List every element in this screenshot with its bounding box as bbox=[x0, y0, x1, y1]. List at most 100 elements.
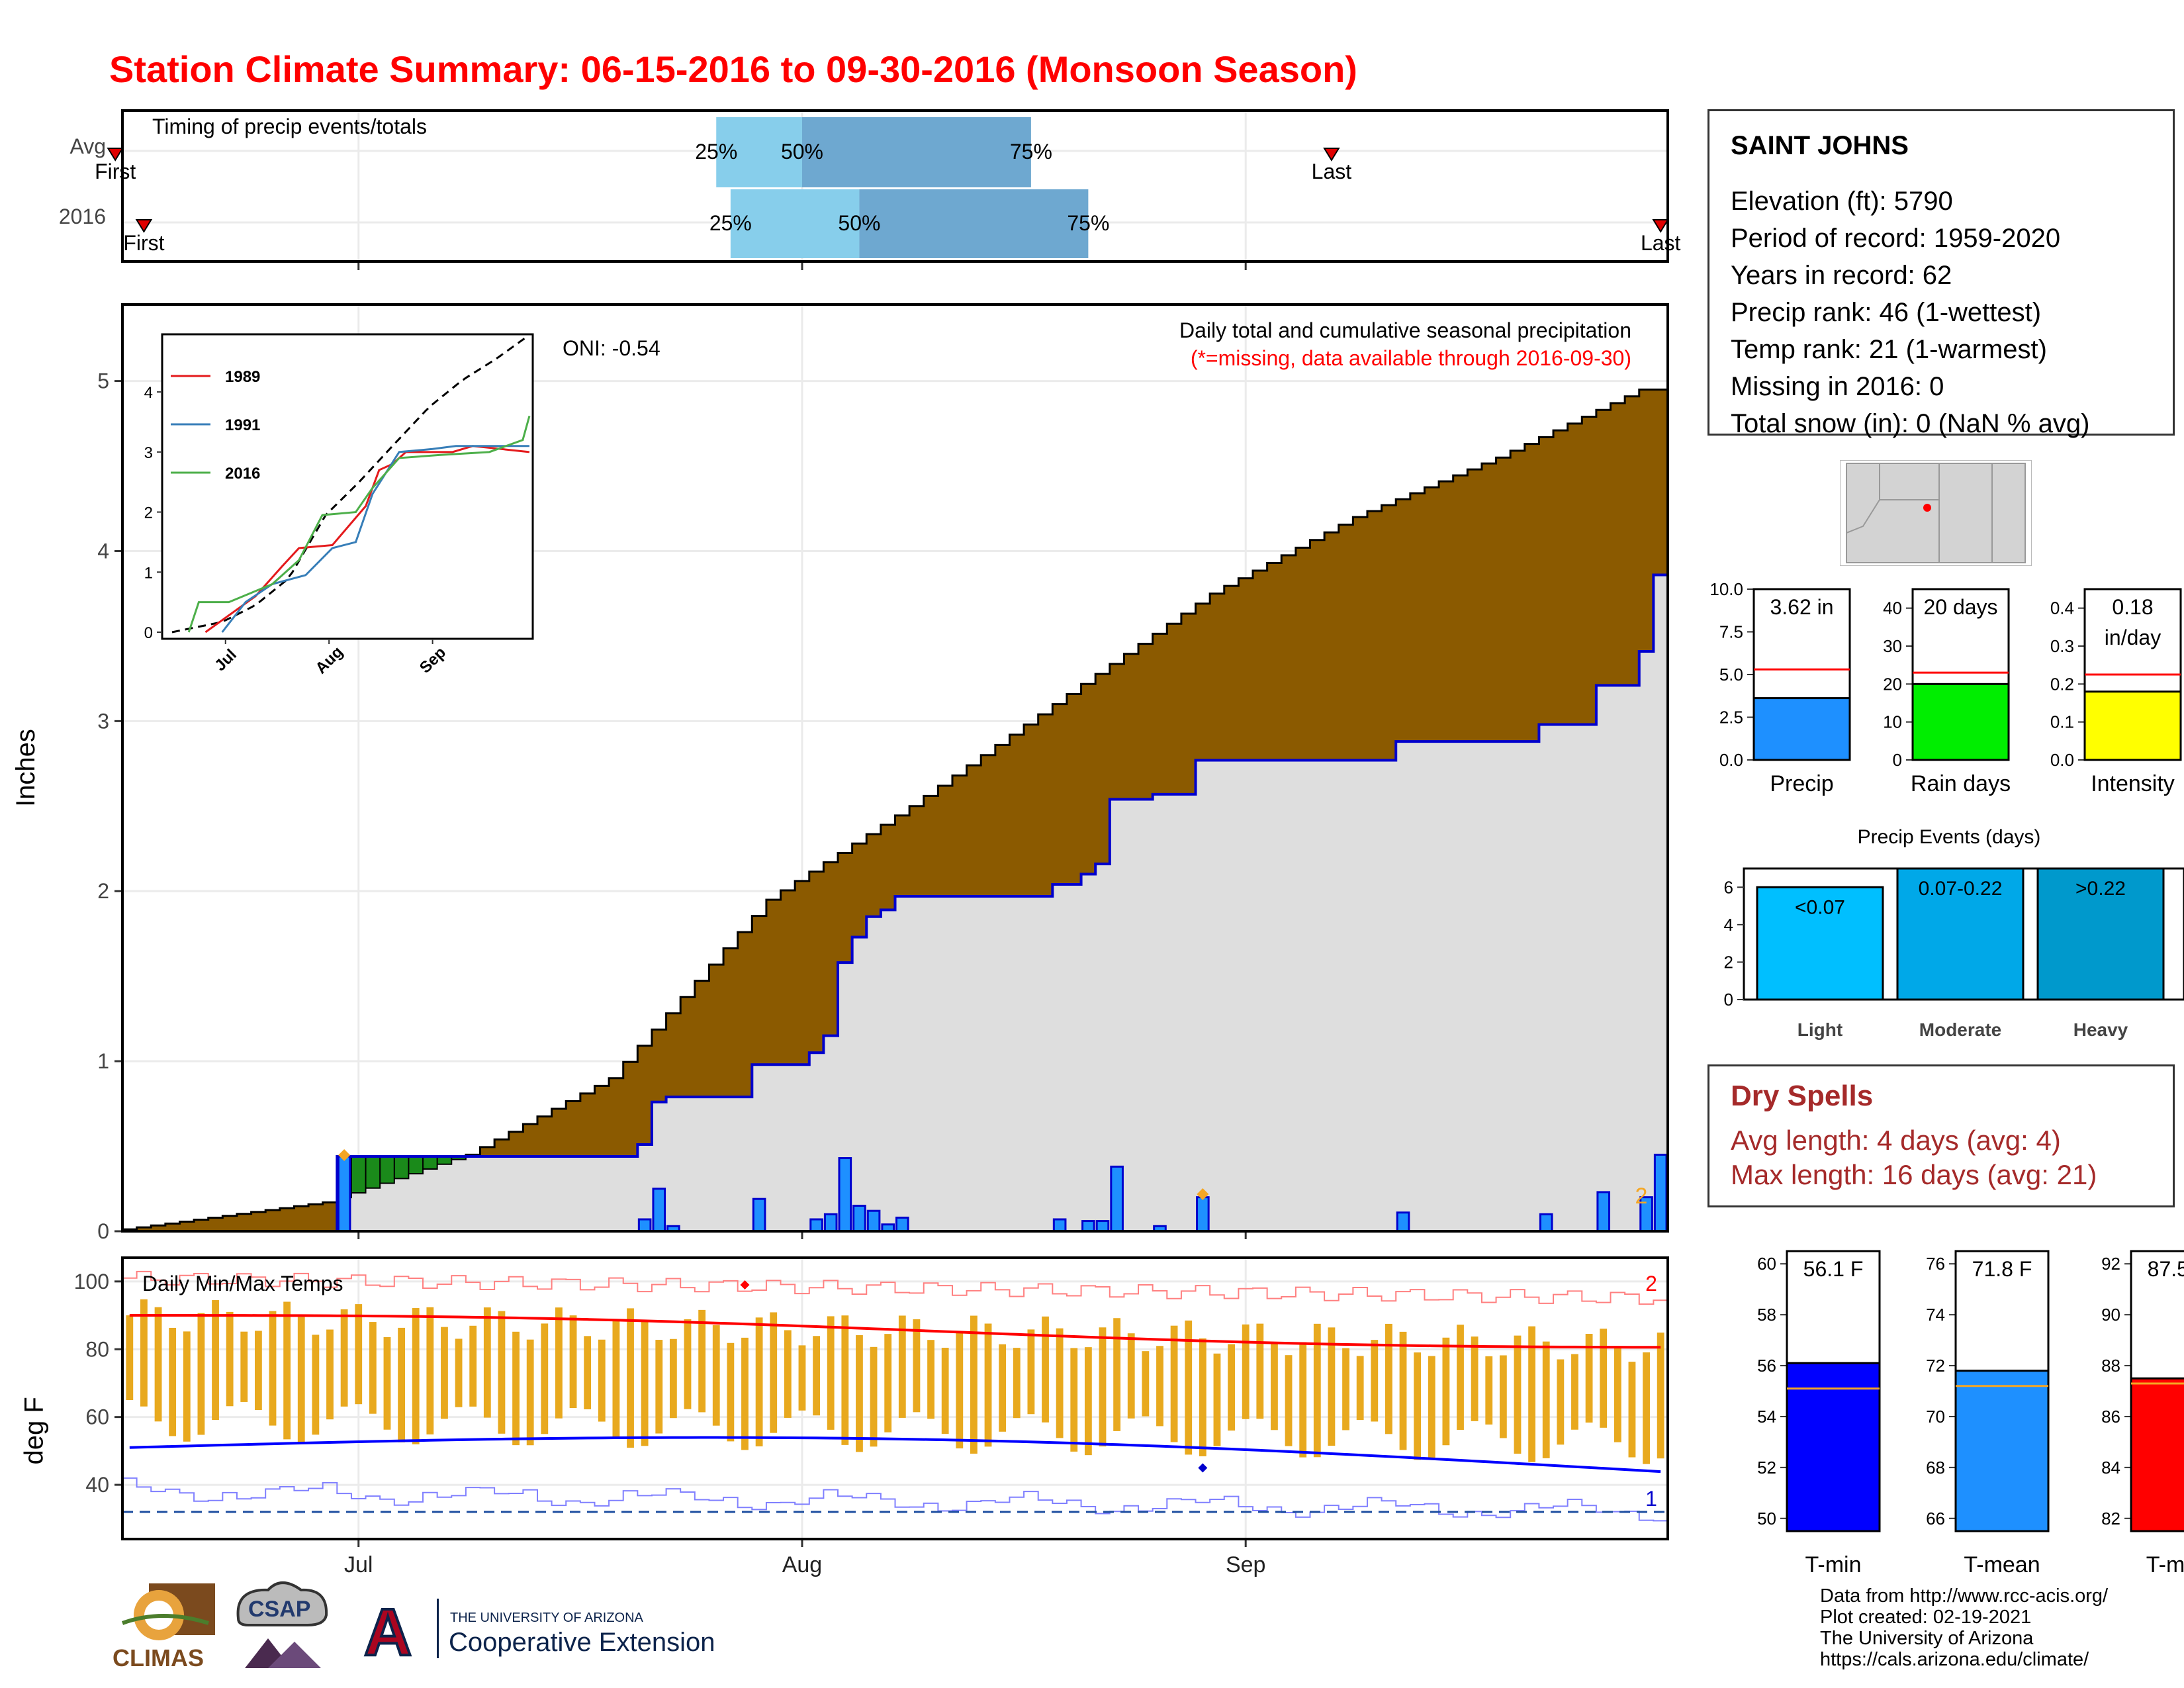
daily-precip-bar bbox=[895, 1216, 909, 1233]
precip-marker-2: 2 bbox=[1635, 1184, 1648, 1209]
mini-ytick-label: 84 bbox=[2101, 1458, 2120, 1477]
inset-frame bbox=[161, 333, 534, 640]
mini-bar-value-label: 71.8 F bbox=[1972, 1257, 2032, 1281]
inset-avg-line bbox=[171, 336, 527, 633]
mini-ytick-label: 40 bbox=[1883, 598, 1902, 618]
daily-temp-bar bbox=[712, 1325, 720, 1426]
daily-precip-bar bbox=[652, 1188, 666, 1233]
mini-ytick-label: 7.5 bbox=[1719, 622, 1743, 642]
mini-ytick-label: 72 bbox=[1926, 1356, 1945, 1376]
daily-temp-bar bbox=[169, 1327, 177, 1436]
daily-temp-bar bbox=[1084, 1347, 1092, 1456]
daily-temp-bar bbox=[870, 1346, 878, 1447]
mini-ytick-label: 20 bbox=[1883, 674, 1902, 694]
daily-temp-bar bbox=[641, 1320, 649, 1446]
mini-ytick-label: 76 bbox=[1926, 1254, 1945, 1274]
station-name: SAINT JOHNS bbox=[1731, 131, 1909, 160]
record-high-marker bbox=[740, 1280, 750, 1289]
daily-temp-bar bbox=[1170, 1325, 1178, 1442]
events-ytick-label: 6 bbox=[1724, 877, 1733, 897]
dry-spells-max: Max length: 16 days (avg: 21) bbox=[1731, 1159, 2097, 1190]
daily-precip-bar bbox=[866, 1209, 881, 1233]
daily-temp-bar bbox=[727, 1342, 735, 1442]
daily-temp-bar bbox=[913, 1319, 921, 1413]
timing-pct-25: 25% bbox=[695, 140, 737, 164]
events-ytick-label: 0 bbox=[1724, 990, 1733, 1009]
timing-first-label: First bbox=[123, 231, 164, 255]
timing-pct-75: 75% bbox=[1010, 140, 1052, 164]
daily-temp-bar bbox=[956, 1331, 964, 1449]
mini-ytick-label: 50 bbox=[1757, 1509, 1776, 1528]
daily-precip-bar bbox=[838, 1157, 852, 1233]
daily-temp-bar bbox=[1242, 1324, 1250, 1419]
daily-precip-bar bbox=[1081, 1220, 1095, 1233]
daily-temp-bar bbox=[684, 1319, 692, 1409]
daily-precip-bar bbox=[337, 1155, 351, 1233]
events-bar-range: >0.22 bbox=[2075, 878, 2126, 900]
oni-label: ONI: -0.54 bbox=[563, 336, 660, 360]
daily-temp-bar bbox=[1399, 1331, 1407, 1450]
daily-temp-bar bbox=[770, 1312, 778, 1433]
mini-ytick-label: 30 bbox=[1883, 636, 1902, 656]
daily-temp-bar bbox=[655, 1340, 663, 1434]
station-years: Years in record: 62 bbox=[1731, 261, 1952, 290]
daily-temp-bar bbox=[1256, 1323, 1264, 1419]
temp-ytick-label: 100 bbox=[74, 1270, 109, 1293]
timing-first-marker bbox=[135, 219, 153, 233]
mini-ytick-label: 58 bbox=[1757, 1305, 1776, 1325]
timing-last-marker bbox=[1323, 148, 1340, 162]
timing-pct-25: 25% bbox=[709, 211, 752, 235]
station-snow: Total snow (in): 0 (NaN % avg) bbox=[1731, 409, 2090, 438]
avg-max-line bbox=[129, 1314, 1661, 1349]
daily-temp-bar bbox=[999, 1344, 1007, 1432]
daily-temp-bar bbox=[1271, 1343, 1278, 1430]
daily-temp-bar bbox=[1027, 1329, 1035, 1415]
dry-spells-avg: Avg length: 4 days (avg: 4) bbox=[1731, 1125, 2061, 1156]
mini-ytick-label: 88 bbox=[2101, 1356, 2120, 1376]
station-elevation: Elevation (ft): 5790 bbox=[1731, 187, 1953, 216]
mini-ytick-label: 0.0 bbox=[2050, 750, 2074, 770]
timing-first-label: First bbox=[95, 160, 136, 183]
daily-temp-bar bbox=[1585, 1334, 1593, 1423]
timing-pct-50: 50% bbox=[781, 140, 823, 164]
daily-temp-bar bbox=[541, 1323, 549, 1434]
mini-ytick-label: 56 bbox=[1757, 1356, 1776, 1376]
daily-temp-bar bbox=[1385, 1323, 1392, 1434]
events-bar-range: 0.07-0.22 bbox=[1919, 878, 2003, 900]
record-marker bbox=[1197, 1188, 1209, 1201]
mini-ytick-label: 82 bbox=[2101, 1509, 2120, 1528]
daily-temp-bar bbox=[1127, 1333, 1135, 1419]
location-map bbox=[1840, 460, 2032, 566]
daily-temp-bar bbox=[1643, 1352, 1650, 1464]
daily-temp-bar bbox=[1113, 1318, 1121, 1431]
timing-bar-upper bbox=[801, 117, 1031, 187]
daily-precip-bar bbox=[1396, 1211, 1410, 1233]
timing-bar-upper bbox=[859, 189, 1089, 258]
precip-ytick-label: 5 bbox=[97, 369, 109, 393]
csap-logo: CSAP bbox=[236, 1581, 328, 1668]
ua-text-small: THE UNIVERSITY OF ARIZONA bbox=[450, 1611, 644, 1625]
daily-temp-bar bbox=[698, 1309, 706, 1413]
mini-bar-value bbox=[1786, 1362, 1881, 1532]
climas-logo: CLIMAS bbox=[113, 1583, 215, 1671]
daily-temp-bar bbox=[1557, 1359, 1565, 1445]
daily-temp-bar bbox=[212, 1300, 219, 1421]
record-low-marker bbox=[1198, 1463, 1208, 1473]
record-marker bbox=[338, 1149, 351, 1161]
daily-temp-bar bbox=[412, 1308, 420, 1444]
mini-bar-value bbox=[1954, 1370, 2050, 1532]
daily-temp-bar bbox=[1228, 1344, 1235, 1431]
mini-bar-value-label: 3.62 in bbox=[1770, 595, 1833, 619]
daily-temp-bar bbox=[140, 1299, 148, 1407]
mini-ytick-label: 0 bbox=[1893, 750, 1902, 770]
daily-temp-bar bbox=[1013, 1348, 1021, 1419]
daily-temp-bar bbox=[455, 1338, 463, 1407]
daily-temp-bar bbox=[1056, 1328, 1064, 1438]
mini-ytick-label: 52 bbox=[1757, 1458, 1776, 1477]
daily-temp-bar bbox=[1514, 1335, 1522, 1454]
daily-temp-bar bbox=[1142, 1351, 1150, 1417]
inset-series-line bbox=[221, 445, 529, 633]
daily-temp-bar bbox=[984, 1323, 992, 1447]
mini-ytick-label: 0.1 bbox=[2050, 712, 2074, 732]
